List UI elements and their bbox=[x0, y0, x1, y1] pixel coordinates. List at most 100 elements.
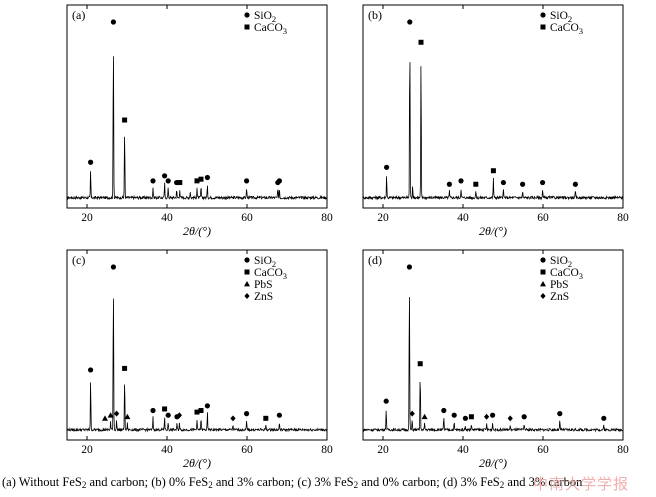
x-tick-label: 20 bbox=[81, 444, 93, 456]
legend-marker bbox=[540, 24, 546, 30]
x-tick-label: 60 bbox=[241, 444, 253, 456]
peak-marker-sio2 bbox=[150, 178, 156, 184]
peak-marker-sio2 bbox=[110, 264, 116, 270]
peak-marker-caco3 bbox=[162, 406, 168, 412]
legend-label-subscript: 3 bbox=[283, 26, 287, 36]
x-axis-label: 2θ/(°) bbox=[183, 456, 211, 470]
legend-label-text: SiO bbox=[254, 255, 272, 267]
legend-label-text: CaCO bbox=[550, 267, 579, 279]
peak-marker-pbs bbox=[421, 413, 428, 420]
peak-marker-sio2 bbox=[458, 178, 464, 184]
peak-marker-sio2 bbox=[490, 412, 496, 418]
legend-label-text: CaCO bbox=[550, 22, 579, 34]
peak-marker-caco3 bbox=[194, 178, 200, 184]
panel-label: (b) bbox=[368, 8, 382, 22]
peak-marker-sio2 bbox=[540, 179, 546, 186]
peak-marker-sio2 bbox=[110, 19, 116, 25]
caption-subscript: 2 bbox=[208, 480, 213, 490]
legend-label-subscript: 3 bbox=[283, 271, 287, 281]
peak-marker-sio2 bbox=[441, 407, 447, 414]
legend-label: CaCO3 bbox=[550, 267, 583, 281]
legend-label-text: SiO bbox=[254, 10, 272, 22]
caption-part: and 0% carbon; (d) 3% FeS bbox=[358, 475, 500, 489]
peak-marker-sio2 bbox=[601, 415, 607, 421]
x-tick-label: 20 bbox=[81, 212, 93, 224]
legend-label: SiO2 bbox=[254, 10, 276, 24]
legend-label-subscript: 3 bbox=[579, 26, 583, 36]
peak-marker-caco3 bbox=[194, 409, 200, 415]
plot-frame bbox=[362, 4, 624, 209]
legend-label-subscript: 3 bbox=[579, 271, 583, 281]
legend-marker bbox=[540, 281, 546, 287]
peak-marker-sio2 bbox=[446, 181, 452, 187]
legend-label-text: CaCO bbox=[254, 267, 283, 279]
peak-marker-caco3 bbox=[122, 117, 128, 123]
peak-marker-sio2 bbox=[462, 415, 468, 421]
plot-frame bbox=[362, 249, 624, 441]
peak-marker-caco3 bbox=[263, 415, 269, 421]
legend-label: PbS bbox=[550, 279, 569, 291]
legend-label: CaCO3 bbox=[254, 22, 287, 36]
peak-marker-sio2 bbox=[165, 412, 171, 418]
x-tick-label: 60 bbox=[537, 212, 549, 224]
peak-marker-sio2 bbox=[88, 159, 94, 165]
legend-label-text: PbS bbox=[254, 279, 273, 291]
panel-label: (d) bbox=[368, 253, 382, 267]
peak-marker-zns bbox=[176, 412, 182, 419]
xrd-pattern-line bbox=[362, 296, 624, 433]
peak-marker-sio2 bbox=[500, 179, 506, 186]
legend-marker bbox=[244, 281, 250, 287]
peak-marker-sio2 bbox=[276, 178, 282, 184]
xrd-pattern-line bbox=[66, 56, 328, 201]
peak-marker-pbs bbox=[102, 415, 108, 421]
x-tick-label: 20 bbox=[377, 444, 389, 456]
caption-part: (a) Without FeS bbox=[2, 475, 82, 489]
x-tick-label: 80 bbox=[617, 212, 629, 224]
peak-marker-sio2 bbox=[165, 178, 171, 184]
peak-marker-sio2 bbox=[406, 264, 412, 270]
legend-label: SiO2 bbox=[550, 10, 572, 24]
figure-caption: (a) Without FeS2 and carbon; (b) 0% FeS2… bbox=[2, 475, 654, 490]
peak-marker-sio2 bbox=[150, 407, 156, 414]
legend-label: CaCO3 bbox=[550, 22, 583, 36]
legend-label-subscript: 2 bbox=[568, 14, 572, 24]
legend-marker bbox=[540, 257, 546, 263]
plot-frame bbox=[66, 4, 328, 209]
x-tick-label: 40 bbox=[161, 212, 173, 224]
legend-marker bbox=[540, 293, 546, 299]
legend-label: CaCO3 bbox=[254, 267, 287, 281]
legend-label-text: SiO bbox=[550, 255, 568, 267]
legend-label-text: PbS bbox=[550, 279, 569, 291]
x-axis-label: 2θ/(°) bbox=[479, 456, 507, 470]
peak-marker-zns bbox=[409, 410, 415, 417]
legend-label-text: SiO bbox=[550, 10, 568, 22]
legend-marker bbox=[244, 293, 250, 299]
peak-marker-sio2 bbox=[520, 181, 526, 187]
peak-marker-sio2 bbox=[557, 411, 563, 417]
x-tick-label: 80 bbox=[617, 444, 629, 456]
peak-marker-caco3 bbox=[468, 414, 474, 420]
legend-label: ZnS bbox=[254, 291, 273, 303]
peak-marker-zns bbox=[230, 415, 236, 422]
peak-marker-sio2 bbox=[204, 403, 210, 409]
peak-marker-zns bbox=[114, 410, 120, 417]
peak-marker-sio2 bbox=[384, 164, 390, 170]
legend-label-subscript: 2 bbox=[272, 259, 276, 269]
legend-label-subscript: 2 bbox=[568, 259, 572, 269]
legend-marker bbox=[244, 257, 250, 263]
peak-marker-sio2 bbox=[383, 398, 389, 404]
peak-marker-sio2 bbox=[276, 412, 282, 418]
peak-marker-caco3 bbox=[198, 408, 204, 414]
x-tick-label: 20 bbox=[377, 212, 389, 224]
legend-label: SiO2 bbox=[254, 255, 276, 269]
caption-subscript: 2 bbox=[499, 480, 505, 490]
legend-label-subscript: 2 bbox=[272, 14, 276, 24]
peak-marker-sio2 bbox=[204, 174, 210, 181]
peak-marker-pbs bbox=[124, 413, 131, 420]
peak-marker-caco3 bbox=[177, 180, 183, 186]
